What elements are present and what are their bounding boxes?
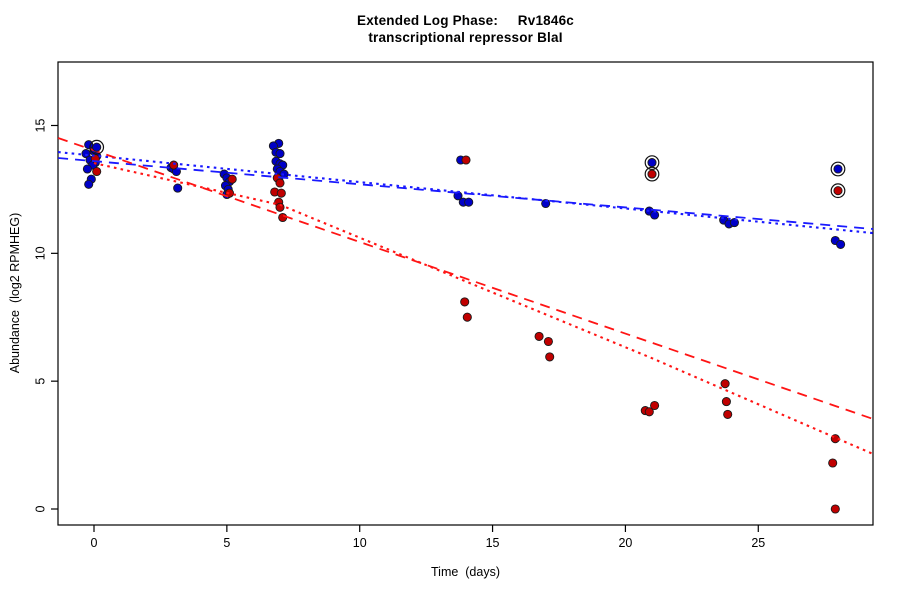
data-point: [830, 504, 840, 514]
red-condition-points: [90, 154, 840, 514]
data-point: [169, 160, 179, 170]
outlier-circle-marker: [644, 155, 660, 171]
chart-title-line2: transcriptional repressor BlaI: [368, 30, 563, 45]
red-condition-trend-dotted: [93, 162, 874, 455]
data-point: [461, 155, 471, 165]
data-point: [278, 212, 288, 223]
x-axis: 0 5 10 15 20 25: [91, 525, 765, 550]
data-point: [650, 400, 660, 411]
data-point: [534, 331, 544, 341]
outlier-circle-marker: [644, 166, 660, 182]
data-point: [836, 239, 846, 249]
data-point: [81, 149, 91, 159]
data-point: [275, 149, 285, 159]
x-axis-title: Time (days): [431, 565, 500, 579]
chart-title-line1: Extended Log Phase: Rv1846c: [356, 13, 575, 28]
data-point: [462, 312, 472, 322]
data-point: [723, 409, 733, 419]
blue-condition-trend-dotted: [57, 151, 874, 235]
x-tick-label: 15: [486, 536, 500, 550]
y-axis-title: Abundance (log2 RPMHEG): [8, 212, 22, 374]
data-point: [647, 169, 657, 179]
y-tick-label: 0: [33, 505, 47, 512]
data-point: [224, 188, 235, 198]
data-point: [460, 297, 470, 307]
y-tick-label: 15: [33, 118, 47, 132]
blue-condition-points: [81, 138, 846, 249]
outlier-circle-marker: [830, 183, 846, 199]
data-point: [647, 158, 657, 168]
data-point: [543, 336, 553, 347]
data-point: [92, 142, 102, 152]
data-point: [276, 188, 286, 198]
red-condition-circled-points: [644, 166, 846, 199]
x-tick-label: 0: [91, 536, 98, 550]
data-point: [464, 197, 474, 207]
y-tick-label-group: 0: [33, 505, 47, 512]
y-tick-label-group: 10: [33, 246, 47, 260]
data-point: [275, 178, 285, 188]
x-tick-label: 20: [618, 536, 632, 550]
data-point: [721, 397, 731, 407]
x-tick-label: 10: [353, 536, 367, 550]
y-tick-label: 10: [33, 246, 47, 260]
data-point: [720, 379, 730, 389]
data-point: [173, 183, 183, 193]
y-tick-label-group: 5: [33, 378, 47, 385]
x-tick-label: 5: [223, 536, 230, 550]
outlier-circle-marker: [89, 139, 105, 155]
data-point: [84, 179, 94, 189]
data-point: [644, 407, 654, 417]
x-tick-label: 25: [751, 536, 765, 550]
y-tick-label-group: 15: [33, 118, 47, 132]
data-point: [84, 140, 94, 150]
blue-condition-circled-points: [89, 139, 846, 177]
data-point: [227, 174, 237, 184]
data-point: [833, 186, 843, 196]
data-point: [92, 166, 102, 177]
data-point: [82, 164, 92, 174]
red-condition-trend-dashed: [57, 137, 874, 420]
plot-border: [57, 61, 874, 526]
data-point: [828, 458, 838, 468]
y-axis: 0 5 10 15: [33, 118, 58, 512]
y-tick-label: 5: [33, 378, 47, 385]
data-point: [833, 164, 843, 174]
outlier-circle-marker: [830, 161, 846, 177]
data-point: [545, 352, 555, 362]
